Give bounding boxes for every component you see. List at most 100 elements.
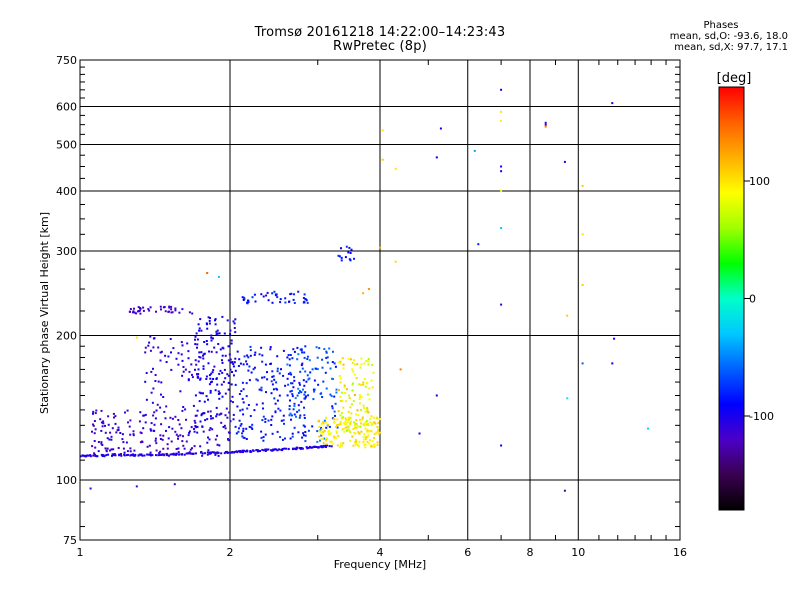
data-point: [210, 339, 213, 342]
data-point: [162, 396, 165, 398]
data-point: [229, 333, 232, 336]
data-point: [89, 487, 92, 490]
data-point: [164, 354, 167, 357]
data-point: [185, 452, 188, 455]
data-point: [104, 431, 107, 434]
data-point: [329, 367, 332, 370]
data-point: [241, 397, 244, 400]
data-point: [135, 485, 138, 488]
data-point: [107, 423, 110, 426]
data-point: [229, 451, 232, 454]
data-point: [245, 395, 248, 398]
data-point: [355, 413, 358, 416]
data-point: [239, 451, 242, 454]
data-point: [275, 381, 278, 384]
data-point: [92, 412, 94, 415]
data-point: [147, 308, 150, 311]
data-point: [96, 455, 99, 458]
data-point: [165, 452, 168, 455]
data-point: [129, 450, 132, 453]
data-point: [181, 453, 184, 456]
data-point: [202, 392, 204, 395]
data-point: [230, 361, 233, 364]
data-point: [195, 452, 197, 455]
data-point: [120, 453, 122, 455]
data-point: [156, 403, 159, 406]
data-point: [352, 370, 355, 373]
data-point: [159, 438, 162, 440]
data-point: [356, 425, 359, 428]
data-point: [241, 381, 244, 384]
data-point: [399, 368, 402, 371]
data-point: [278, 372, 281, 375]
y-tick-label: 750: [56, 54, 77, 67]
data-point: [214, 453, 217, 456]
data-point: [193, 428, 195, 430]
data-point: [335, 388, 338, 391]
data-point: [175, 433, 178, 436]
colorbar: [718, 86, 745, 511]
data-point: [173, 483, 176, 486]
data-point: [345, 418, 348, 421]
data-point: [376, 426, 379, 428]
data-point: [162, 447, 165, 450]
data-point: [272, 375, 275, 378]
data-point: [166, 447, 169, 450]
data-point: [255, 378, 258, 381]
data-point: [364, 410, 367, 413]
data-point: [342, 416, 344, 419]
data-point: [89, 455, 92, 458]
data-point: [301, 447, 304, 450]
data-point: [262, 407, 264, 410]
data-point: [363, 407, 366, 409]
data-point: [291, 393, 294, 396]
data-point: [360, 357, 363, 360]
data-point: [340, 442, 342, 445]
data-point: [279, 436, 282, 439]
data-point: [319, 392, 322, 395]
data-point: [271, 301, 274, 304]
data-point: [336, 424, 339, 426]
data-point: [114, 415, 117, 418]
data-point: [367, 363, 370, 366]
data-point: [92, 410, 95, 413]
data-point: [200, 414, 203, 417]
data-point: [169, 338, 172, 340]
data-point: [359, 418, 361, 421]
data-point: [379, 246, 381, 249]
data-point: [376, 441, 379, 444]
data-point: [232, 413, 235, 416]
data-point: [500, 110, 503, 113]
data-point: [284, 301, 287, 304]
phase-stats-title: Phases: [703, 20, 739, 31]
data-point: [208, 383, 211, 386]
data-point: [218, 332, 221, 335]
data-point: [377, 422, 380, 424]
data-point: [353, 427, 356, 429]
data-point: [240, 390, 243, 393]
data-point: [296, 358, 299, 361]
data-point: [309, 446, 312, 449]
data-point: [110, 435, 113, 438]
data-point: [306, 374, 309, 377]
data-point: [217, 454, 220, 457]
data-point: [358, 398, 361, 400]
data-point: [334, 402, 337, 405]
data-point: [175, 357, 178, 360]
data-point: [297, 387, 300, 390]
data-point: [338, 255, 341, 258]
data-point: [377, 428, 380, 431]
data-point: [366, 429, 369, 432]
data-point: [473, 149, 476, 152]
data-point: [122, 441, 125, 444]
data-point: [220, 383, 223, 386]
data-point: [192, 404, 195, 407]
data-point: [306, 355, 309, 358]
data-point: [154, 417, 157, 420]
data-point: [344, 400, 347, 403]
data-point: [171, 311, 174, 314]
data-point: [100, 441, 103, 444]
data-point: [250, 371, 253, 374]
data-point: [180, 353, 183, 356]
data-point: [215, 330, 218, 333]
